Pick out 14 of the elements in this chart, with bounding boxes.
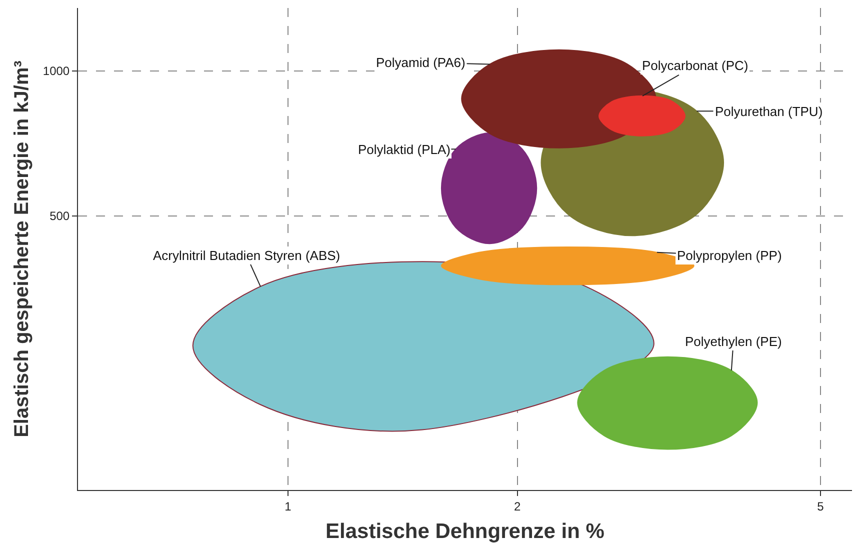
series-label: Acrylnitril Butadien Styren (ABS) <box>153 248 340 263</box>
x-tick-label: 1 <box>284 499 292 514</box>
series-label: Polylaktid (PLA) <box>358 142 450 157</box>
series-label: Polyethylen (PE) <box>685 334 782 349</box>
y-tick-label: 1000 <box>42 64 70 78</box>
y-tick-label: 500 <box>50 209 70 224</box>
series-label: Polyurethan (TPU) <box>715 104 823 119</box>
x-tick-label: 2 <box>514 499 521 514</box>
series-label: Polycarbonat (PC) <box>642 58 748 73</box>
series-label: Polypropylen (PP) <box>677 248 782 263</box>
x-axis-title: Elastische Dehngrenze in % <box>326 520 605 543</box>
y-axis-title: Elastisch gespeicherte Energie in kJ/m³ <box>11 60 33 438</box>
series-label: Polyamid (PA6) <box>376 55 466 70</box>
x-tick-label: 5 <box>817 499 824 514</box>
